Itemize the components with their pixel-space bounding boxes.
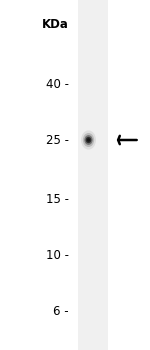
Ellipse shape <box>81 131 96 150</box>
Ellipse shape <box>87 138 90 142</box>
Text: 15 -: 15 - <box>46 193 69 206</box>
Text: KDa: KDa <box>42 18 69 31</box>
Bar <box>78 0 108 350</box>
Text: 6 -: 6 - <box>53 305 69 318</box>
Ellipse shape <box>86 137 91 143</box>
Text: 10 -: 10 - <box>46 249 69 262</box>
Ellipse shape <box>84 135 93 145</box>
Text: 25 -: 25 - <box>46 133 69 147</box>
Ellipse shape <box>83 133 94 147</box>
Text: 40 -: 40 - <box>46 77 69 91</box>
